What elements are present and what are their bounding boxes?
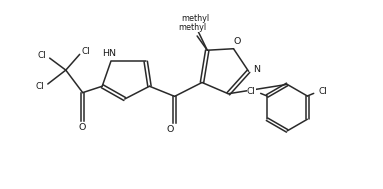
Text: Cl: Cl [35, 82, 44, 91]
Text: HN: HN [102, 49, 116, 58]
Text: O: O [167, 125, 174, 133]
Text: Cl: Cl [247, 87, 256, 96]
Text: Cl: Cl [37, 51, 46, 60]
Text: methyl: methyl [178, 23, 206, 32]
Text: Cl: Cl [319, 87, 327, 96]
Text: O: O [234, 37, 241, 46]
Text: N: N [253, 65, 260, 74]
Text: methyl: methyl [181, 14, 210, 23]
Text: Cl: Cl [81, 47, 90, 56]
Text: O: O [79, 123, 87, 132]
